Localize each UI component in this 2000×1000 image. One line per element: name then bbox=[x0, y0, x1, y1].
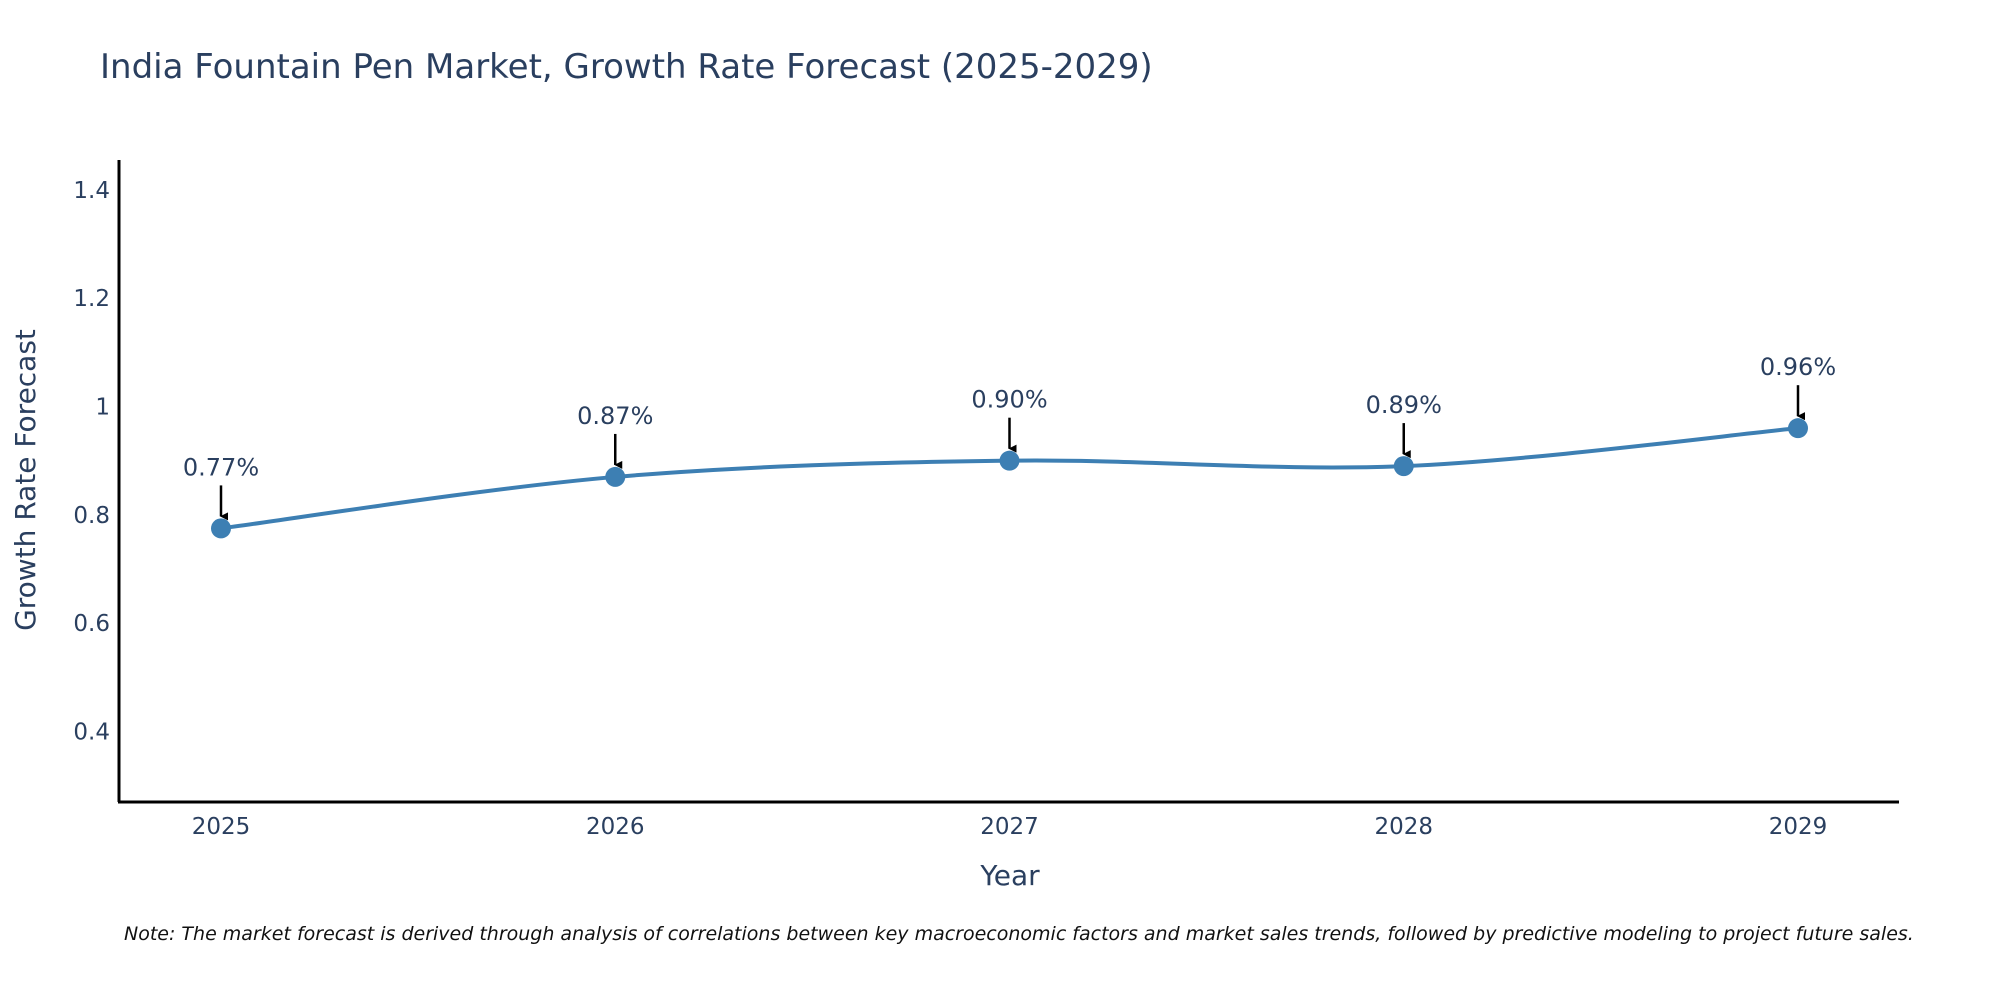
plot-area: 0.4 0.6 0.8 1 1.2 1.4 2025 2026 2027 2028 2029 0.… bbox=[73, 160, 1899, 840]
data-point-2026 bbox=[605, 466, 626, 487]
x-axis-title: Year bbox=[979, 859, 1040, 892]
y-tick-label: 1.4 bbox=[73, 178, 110, 204]
x-ticks: 2025 2026 2027 2028 2029 bbox=[192, 814, 1828, 840]
data-markers bbox=[211, 418, 1808, 539]
x-tick-label: 2029 bbox=[1769, 814, 1828, 840]
data-point-2027 bbox=[999, 450, 1020, 471]
y-tick-label: 1.2 bbox=[73, 286, 110, 312]
y-tick-label: 0.6 bbox=[73, 611, 110, 637]
data-annotations: 0.77% 0.87% 0.90% 0.89% 0.96% bbox=[183, 353, 1836, 521]
data-label-2029: 0.96% bbox=[1760, 353, 1836, 381]
y-axis-title: Growth Rate Forecast bbox=[9, 329, 42, 631]
x-tick-label: 2027 bbox=[980, 814, 1039, 840]
chart-title: India Fountain Pen Market, Growth Rate F… bbox=[100, 47, 1153, 87]
data-label-2026: 0.87% bbox=[577, 402, 653, 430]
data-point-2025 bbox=[211, 518, 231, 539]
data-point-2028 bbox=[1393, 456, 1414, 477]
forecast-note: Note: The market forecast is derived thr… bbox=[124, 923, 1914, 945]
y-ticks: 0.4 0.6 0.8 1 1.2 1.4 bbox=[73, 178, 110, 746]
data-label-2028: 0.89% bbox=[1366, 391, 1442, 419]
x-tick-label: 2026 bbox=[586, 814, 645, 840]
y-tick-label: 0.4 bbox=[73, 720, 110, 746]
data-point-2029 bbox=[1788, 418, 1808, 439]
data-label-2025: 0.77% bbox=[183, 453, 259, 481]
data-label-2027: 0.90% bbox=[971, 386, 1047, 414]
y-tick-label: 0.8 bbox=[73, 503, 110, 529]
x-tick-label: 2025 bbox=[192, 814, 251, 840]
x-tick-label: 2028 bbox=[1374, 814, 1433, 840]
y-tick-label: 1 bbox=[95, 395, 110, 421]
